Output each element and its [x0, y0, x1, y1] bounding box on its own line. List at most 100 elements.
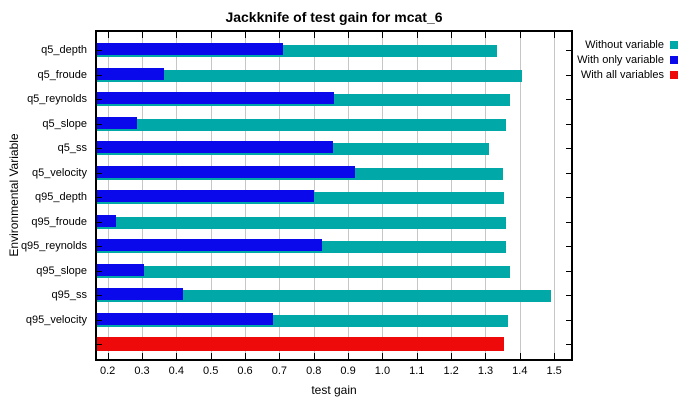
x-tick-mark	[382, 353, 384, 359]
x-tick-mark	[141, 353, 143, 359]
bar-with-only-variable	[97, 92, 335, 104]
y-axis-label: q95_froude	[31, 215, 87, 228]
x-tick-mark	[279, 353, 281, 359]
x-tick-label: 0.8	[306, 365, 322, 377]
bar-without-variable	[97, 69, 522, 82]
x-tick-mark	[485, 353, 487, 359]
y-axis-label: q95_reynolds	[20, 240, 87, 252]
x-tick-label: 1.0	[374, 365, 391, 377]
y-tick-mark	[97, 74, 102, 76]
x-tick-label: 0.3	[134, 365, 150, 377]
ticks-layer	[97, 32, 571, 359]
x-tick-label: 1.5	[546, 365, 562, 377]
bar-row	[97, 165, 571, 191]
legend-label: Without variable	[585, 38, 664, 51]
y-tick-mark	[566, 344, 571, 345]
y-tick-mark	[566, 197, 571, 198]
x-tick-mark	[176, 32, 178, 38]
x-axis-tick-labels: 0.2 0.3 0.4 0.5 0.6 0.7 0.8 0.9 1.0 1.1 1.2 1.3 1.4 1…	[97, 365, 571, 379]
x-tick-label: 0.7	[271, 365, 288, 377]
y-tick-mark	[566, 295, 571, 296]
bar-layer	[97, 214, 571, 229]
y-tick-mark	[97, 197, 102, 198]
x-tick-label: 1.2	[443, 365, 459, 377]
gridline	[519, 32, 521, 359]
x-tick-mark	[313, 353, 315, 359]
x-tick-mark	[382, 32, 384, 38]
x-tick-mark	[107, 32, 109, 38]
y-tick-mark	[97, 99, 102, 100]
bar-row	[97, 141, 571, 166]
bar-with-only-variable	[97, 312, 273, 325]
bar-layer	[97, 239, 571, 253]
x-axis-title: test gain	[311, 383, 357, 397]
y-axis-label: q95_velocity	[25, 313, 87, 326]
bar-with-only-variable	[97, 288, 184, 300]
bar-layer	[97, 165, 571, 180]
x-tick-mark	[519, 353, 521, 359]
x-tick-mark	[313, 32, 315, 38]
bar-row	[97, 43, 571, 68]
x-tick-mark	[210, 353, 212, 359]
y-axis-label: q95_depth	[35, 191, 87, 203]
y-tick-mark	[566, 123, 571, 125]
x-tick-mark	[210, 32, 212, 38]
y-axis-label: q95_ss	[51, 289, 87, 301]
x-tick-mark	[176, 353, 178, 359]
bar-layer	[97, 312, 571, 327]
legend-swatch	[670, 70, 678, 79]
y-tick-mark	[566, 221, 571, 223]
x-tick-mark	[416, 32, 418, 38]
bar-row	[97, 190, 571, 215]
bar-row	[97, 263, 571, 289]
x-tick-mark	[451, 353, 453, 359]
x-tick-label: 0.5	[203, 365, 219, 377]
x-tick-label: 0.2	[99, 365, 116, 377]
y-tick-mark	[97, 344, 102, 345]
bar-row	[97, 67, 571, 93]
bar-layer	[97, 263, 571, 278]
bar-layer	[97, 67, 571, 82]
x-tick-mark	[519, 32, 521, 38]
y-axis-label: q5_ss	[57, 142, 87, 154]
x-tick-label: 1.4	[512, 365, 528, 377]
x-tick-label: 0.9	[340, 365, 356, 377]
bar-row	[97, 214, 571, 240]
y-axis-label: q5_reynolds	[27, 93, 87, 105]
x-tick-mark	[485, 32, 487, 38]
y-tick-mark	[566, 148, 571, 149]
y-tick-mark	[566, 99, 571, 100]
legend: Without variable With only variable With a…	[577, 37, 678, 82]
bar-with-only-variable	[97, 43, 283, 55]
bar-layer	[97, 337, 571, 351]
bar-row	[97, 116, 571, 142]
bar-with-only-variable	[97, 116, 137, 129]
bar-layer	[97, 43, 571, 57]
bar-layer	[97, 288, 571, 302]
x-tick-mark	[141, 32, 143, 38]
x-tick-label: 0.6	[237, 365, 253, 377]
bar-row	[97, 337, 571, 362]
y-tick-mark	[566, 50, 571, 51]
x-tick-mark	[348, 32, 350, 38]
y-tick-mark	[97, 50, 102, 51]
y-tick-mark	[97, 319, 102, 321]
y-tick-mark	[97, 295, 102, 296]
x-tick-mark	[416, 353, 418, 359]
y-axis-label: q5_froude	[37, 68, 87, 81]
bar-layer	[97, 190, 571, 204]
y-tick-mark	[566, 246, 571, 247]
y-axis-label: q5_slope	[42, 117, 87, 130]
y-tick-mark	[97, 172, 102, 174]
bar-row	[97, 92, 571, 117]
x-tick-mark	[107, 353, 109, 359]
x-tick-mark	[554, 353, 556, 359]
bar-layer	[97, 116, 571, 131]
legend-swatch	[670, 40, 678, 49]
legend-swatch	[670, 55, 678, 64]
y-axis-label: q5_depth	[41, 44, 87, 56]
bar-row	[97, 288, 571, 313]
chart-title: Jackknife of test gain for mcat_6	[225, 9, 443, 25]
x-tick-mark	[554, 32, 556, 38]
y-tick-mark	[97, 270, 102, 272]
